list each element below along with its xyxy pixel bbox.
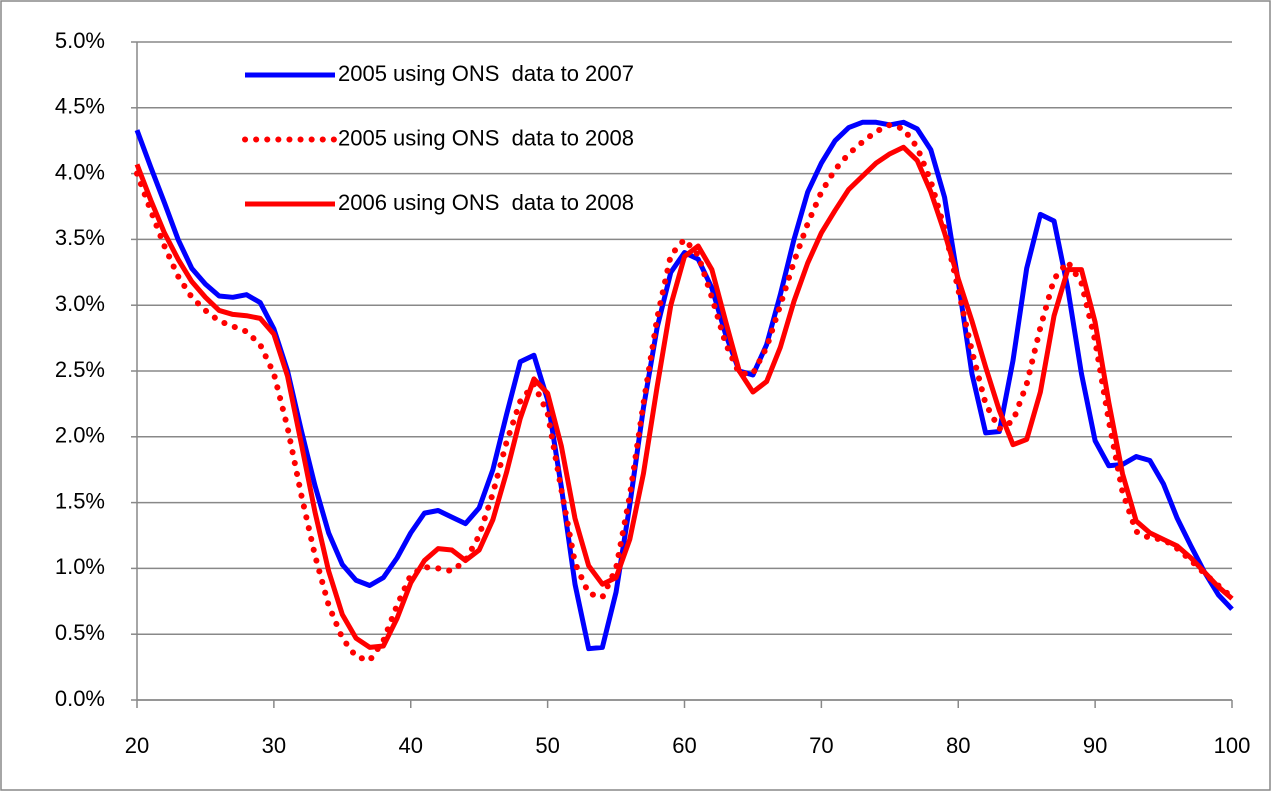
series-line — [134, 121, 1235, 664]
y-tick-label: 3.5% — [55, 225, 105, 250]
y-tick-label: 3.0% — [55, 291, 105, 316]
x-tick-label: 70 — [809, 733, 833, 758]
y-tick-label: 0.5% — [55, 620, 105, 645]
y-tick-label: 2.5% — [55, 357, 105, 382]
legend-label: 2006 using ONS data to 2008 — [338, 190, 634, 215]
x-tick-label: 50 — [535, 733, 559, 758]
series-line — [134, 144, 1234, 650]
x-tick-label: 20 — [125, 733, 149, 758]
x-tick-label: 80 — [946, 733, 970, 758]
x-tick-label: 40 — [399, 733, 423, 758]
x-tick-label: 30 — [262, 733, 286, 758]
y-tick-label: 5.0% — [55, 28, 105, 53]
x-tick-label: 90 — [1083, 733, 1107, 758]
legend-label: 2005 using ONS data to 2008 — [338, 125, 634, 150]
y-tick-label: 2.0% — [55, 423, 105, 448]
legend-label: 2005 using ONS data to 2007 — [338, 61, 634, 86]
x-tick-label: 60 — [672, 733, 696, 758]
y-tick-label: 1.5% — [55, 488, 105, 513]
y-tick-label: 0.0% — [55, 686, 105, 711]
y-tick-label: 4.0% — [55, 159, 105, 184]
y-tick-label: 1.0% — [55, 554, 105, 579]
y-tick-label: 4.5% — [55, 94, 105, 119]
series-line — [134, 119, 1234, 652]
x-tick-label: 100 — [1214, 733, 1251, 758]
